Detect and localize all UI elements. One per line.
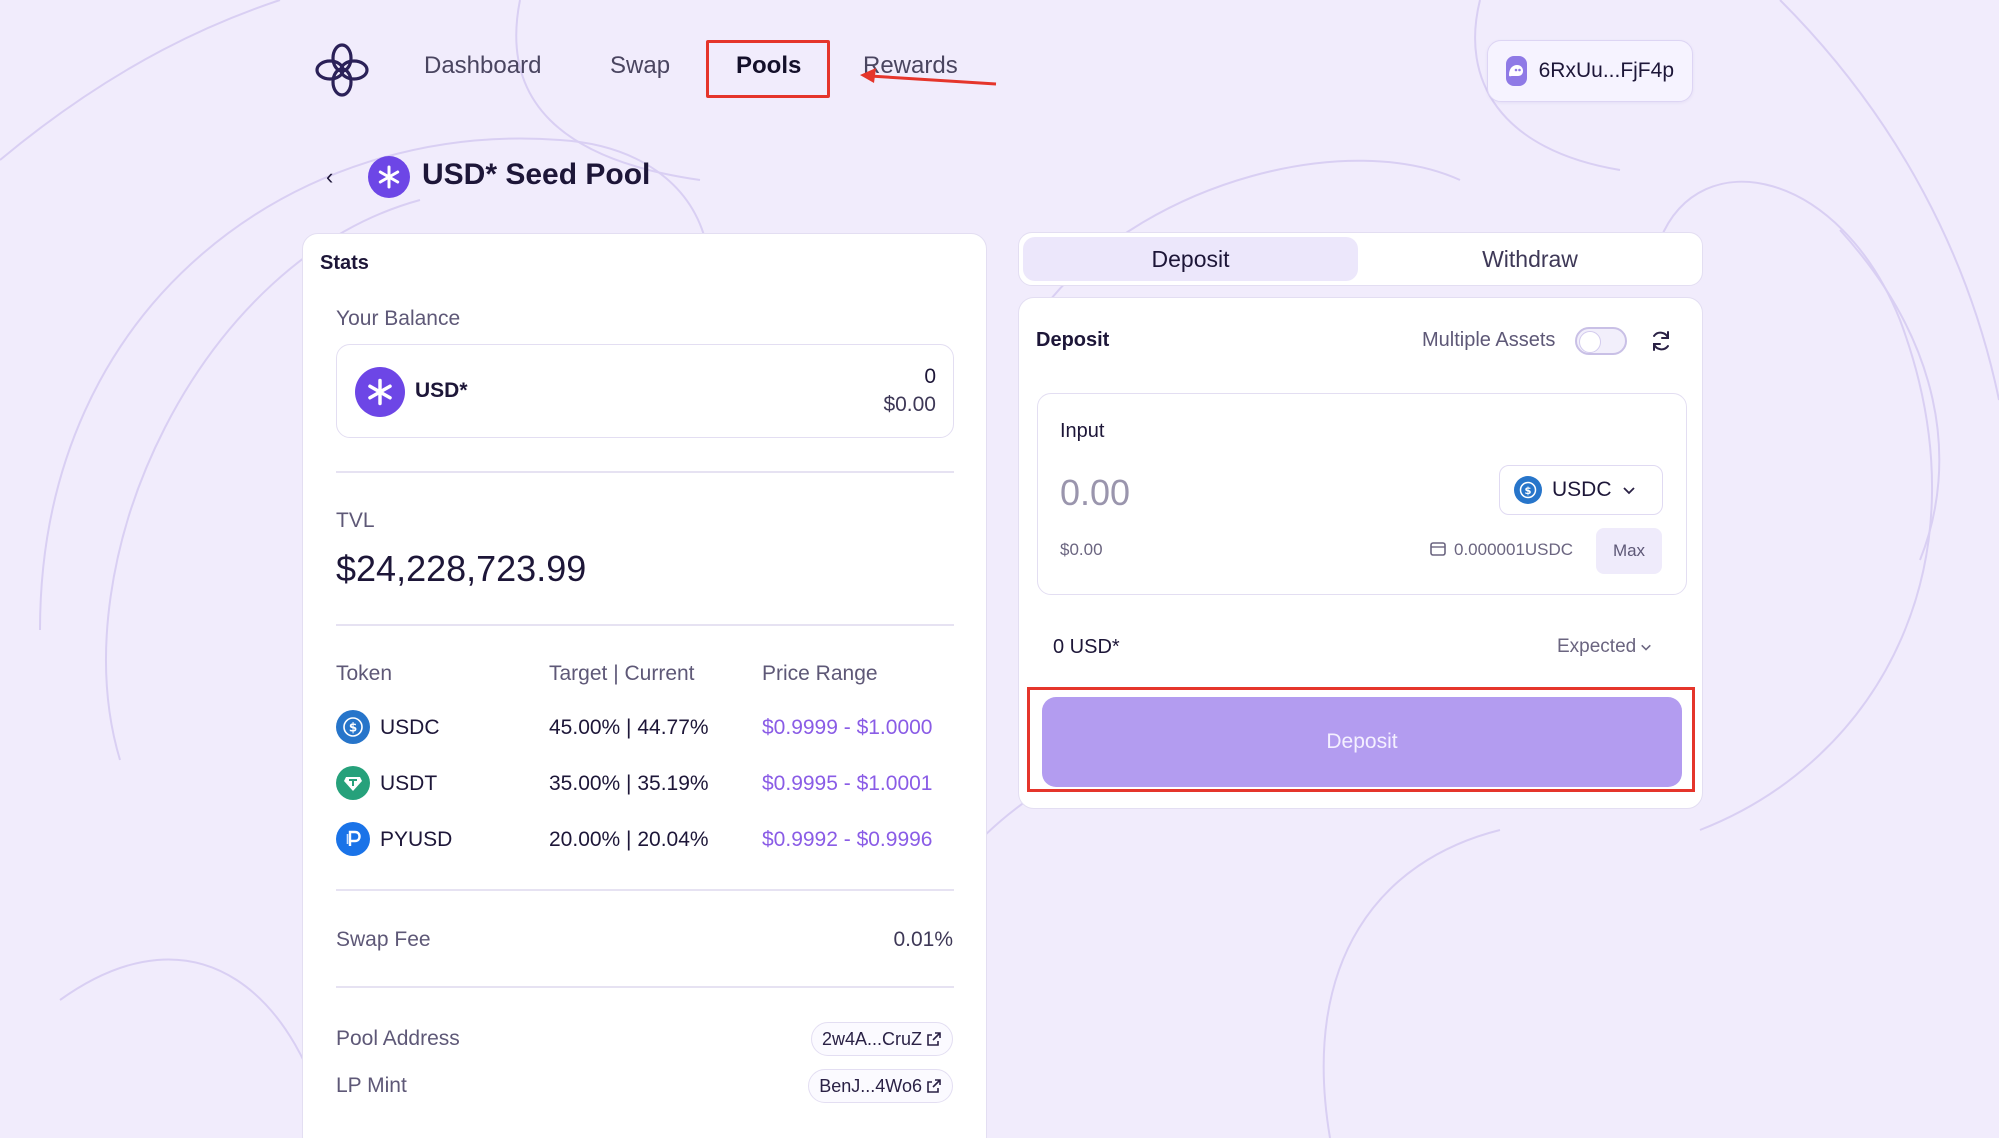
- refresh-icon[interactable]: [1649, 329, 1673, 353]
- lp-mint-value: BenJ...4Wo6: [819, 1075, 922, 1096]
- pool-title: USD* Seed Pool: [422, 158, 651, 191]
- nav-dashboard[interactable]: Dashboard: [424, 52, 542, 79]
- annotation-arrow-icon: [860, 68, 997, 86]
- nav-swap[interactable]: Swap: [610, 52, 671, 79]
- col-header-token: Token: [336, 662, 393, 685]
- your-balance-label: Your Balance: [336, 307, 461, 330]
- divider: [336, 889, 954, 891]
- app-logo-icon[interactable]: [314, 42, 370, 98]
- amount-input[interactable]: 0.00: [1060, 472, 1131, 513]
- token-name: USDC: [380, 716, 440, 739]
- pyusd-token-icon: [336, 822, 370, 856]
- divider: [336, 471, 954, 473]
- stats-title: Stats: [320, 252, 369, 274]
- divider: [336, 986, 954, 988]
- deposit-card-title: Deposit: [1036, 329, 1110, 351]
- multiple-assets-label: Multiple Assets: [1422, 329, 1556, 351]
- usdc-token-icon: $: [336, 710, 370, 744]
- target-current: 20.00% | 20.04%: [549, 828, 709, 851]
- token-name: PYUSD: [380, 828, 453, 851]
- chevron-down-icon: [1641, 644, 1652, 651]
- balance-box: USD* 0 $0.00: [336, 344, 954, 438]
- tab-deposit[interactable]: Deposit: [1023, 237, 1358, 281]
- pools-annotation-box: [706, 40, 830, 98]
- swap-fee-value: 0.01%: [893, 928, 953, 951]
- target-current: 45.00% | 44.77%: [549, 716, 709, 739]
- deposit-withdraw-tabs: Deposit Withdraw: [1018, 232, 1703, 286]
- pool-address-label: Pool Address: [336, 1027, 460, 1050]
- selected-token: USDC: [1552, 478, 1612, 501]
- lp-mint-link[interactable]: BenJ...4Wo6: [808, 1069, 953, 1103]
- pool-address-link[interactable]: 2w4A...CruZ: [810, 1022, 953, 1056]
- expected-dropdown[interactable]: Expected: [1557, 636, 1652, 658]
- input-box: Input 0.00 $ USDC $0.00 0.000001USDC Max: [1037, 393, 1687, 595]
- token-select[interactable]: $ USDC: [1499, 465, 1663, 515]
- usd-star-token-icon: [355, 367, 405, 417]
- price-range: $0.9992 - $0.9996: [762, 828, 933, 851]
- input-label: Input: [1060, 420, 1105, 442]
- max-button[interactable]: Max: [1596, 528, 1662, 574]
- pool-address-value: 2w4A...CruZ: [821, 1028, 922, 1049]
- balance-token-name: USD*: [415, 379, 468, 402]
- nav-rewards[interactable]: Rewards: [863, 52, 958, 79]
- chevron-down-icon: [1622, 487, 1635, 495]
- usdt-token-icon: [336, 766, 370, 800]
- wallet-balance: 0.000001USDC: [1454, 540, 1574, 559]
- usdc-token-icon: $: [1514, 476, 1542, 504]
- lp-mint-label: LP Mint: [336, 1074, 407, 1097]
- output-amount: 0 USD*: [1053, 636, 1120, 658]
- swap-fee-label: Swap Fee: [336, 928, 431, 951]
- back-chevron-icon[interactable]: ‹: [326, 164, 334, 189]
- deposit-annotation-box: [1027, 687, 1695, 792]
- tvl-label: TVL: [336, 509, 375, 532]
- nav-pools[interactable]: Pools: [736, 52, 802, 79]
- tab-withdraw[interactable]: Withdraw: [1482, 245, 1578, 272]
- wallet-avatar-icon: [1506, 56, 1527, 86]
- col-header-target-current: Target | Current: [549, 662, 695, 685]
- balance-amount: 0: [924, 365, 936, 388]
- expected-label: Expected: [1557, 636, 1637, 657]
- wallet-address: 6RxUu...FjF4p: [1538, 59, 1674, 82]
- stats-card: Stats Your Balance USD* 0 $0.00 TVL $24,…: [302, 233, 987, 1138]
- tvl-value: $24,228,723.99: [336, 548, 587, 589]
- balance-usd: $0.00: [883, 393, 936, 416]
- wallet-balance-icon: [1430, 542, 1446, 556]
- input-usd-value: $0.00: [1060, 540, 1103, 559]
- usd-star-token-icon: [368, 156, 410, 198]
- external-link-icon: [927, 1032, 941, 1046]
- target-current: 35.00% | 35.19%: [549, 772, 709, 795]
- svg-text:$: $: [1525, 486, 1532, 497]
- external-link-icon: [927, 1079, 941, 1093]
- price-range: $0.9999 - $1.0000: [762, 716, 933, 739]
- wallet-button[interactable]: 6RxUu...FjF4p: [1487, 40, 1693, 102]
- multiple-assets-toggle[interactable]: [1575, 327, 1627, 355]
- col-header-price-range: Price Range: [762, 662, 878, 685]
- price-range: $0.9995 - $1.0001: [762, 772, 933, 795]
- divider: [336, 624, 954, 626]
- token-name: USDT: [380, 772, 438, 795]
- svg-text:$: $: [349, 721, 357, 735]
